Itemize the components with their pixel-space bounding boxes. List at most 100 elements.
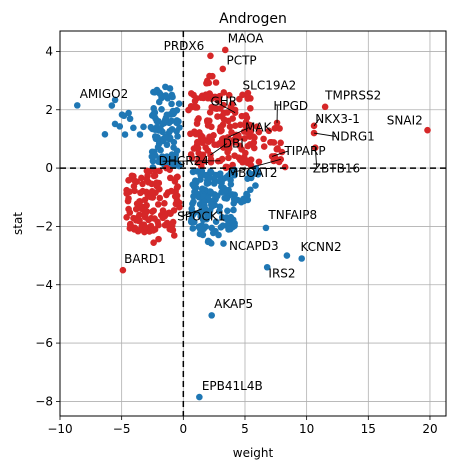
x-tick-label: 20 — [422, 422, 437, 436]
point-label: EPB41L4B — [202, 379, 263, 393]
data-point — [163, 92, 170, 99]
labeled-data-point — [74, 102, 81, 109]
point-label: NDRG1 — [331, 129, 375, 143]
data-point — [145, 217, 152, 224]
data-point — [122, 131, 129, 138]
data-point — [151, 89, 158, 96]
data-point — [200, 232, 207, 239]
data-point — [273, 146, 280, 153]
data-point — [176, 100, 183, 107]
chart-title: Androgen — [219, 11, 287, 27]
data-point — [162, 84, 169, 91]
data-point — [244, 157, 251, 164]
labeled-data-point — [244, 93, 251, 100]
data-point — [213, 79, 220, 86]
data-point — [138, 175, 145, 182]
data-point — [222, 189, 229, 196]
point-label: SPOCK1 — [177, 210, 225, 224]
data-point — [218, 224, 225, 231]
point-label: AMIGO2 — [80, 87, 128, 101]
y-tick-label: −4 — [35, 278, 53, 292]
data-point — [121, 112, 128, 119]
data-point — [150, 227, 157, 234]
data-point — [174, 192, 181, 199]
data-point — [189, 225, 196, 232]
x-tick-label: −10 — [47, 422, 72, 436]
data-point — [149, 189, 156, 196]
data-point — [227, 214, 234, 221]
data-point — [217, 170, 224, 177]
data-point — [123, 187, 130, 194]
labeled-data-point — [222, 47, 229, 54]
data-point — [154, 219, 161, 226]
data-point — [125, 198, 132, 205]
data-point — [168, 101, 175, 108]
data-point — [173, 174, 180, 181]
y-tick-label: −2 — [35, 219, 53, 233]
x-tick-label: −5 — [113, 422, 131, 436]
data-point — [190, 198, 197, 205]
data-point — [217, 124, 224, 131]
data-point — [166, 128, 173, 135]
data-point — [194, 117, 201, 124]
data-point — [170, 108, 177, 115]
data-point — [162, 116, 169, 123]
data-point — [131, 187, 138, 194]
data-point — [155, 201, 162, 208]
point-label: MBOAT2 — [228, 166, 278, 180]
data-point — [209, 73, 216, 80]
data-point — [241, 198, 248, 205]
data-point — [188, 90, 195, 97]
data-point — [277, 139, 284, 146]
data-point — [164, 141, 171, 148]
data-point — [203, 91, 210, 98]
data-point — [174, 183, 181, 190]
data-point — [256, 158, 263, 165]
data-point — [137, 189, 144, 196]
y-tick-label: 2 — [45, 103, 53, 117]
point-label: DHCR24 — [159, 154, 209, 168]
point-label: TMPRSS2 — [324, 89, 381, 103]
data-point — [282, 164, 289, 171]
point-label: SNAI2 — [387, 113, 423, 127]
data-point — [225, 118, 232, 125]
data-point — [162, 134, 169, 141]
data-point — [152, 115, 159, 122]
labeled-data-point — [277, 156, 284, 163]
point-label: HPGD — [273, 99, 308, 113]
data-point — [206, 134, 213, 141]
data-point — [127, 221, 134, 228]
data-point — [161, 200, 168, 207]
data-point — [220, 240, 227, 247]
y-axis-label: stat — [11, 212, 25, 235]
data-point — [157, 147, 164, 154]
data-point — [149, 153, 156, 160]
data-point — [211, 141, 218, 148]
data-point — [137, 227, 144, 234]
labeled-data-point — [196, 394, 203, 401]
data-point — [165, 189, 172, 196]
data-point — [137, 131, 144, 138]
data-point — [252, 182, 259, 189]
point-label: BARD1 — [124, 252, 166, 266]
data-point — [168, 227, 175, 234]
point-label: MAOA — [228, 32, 265, 46]
labeled-data-point — [208, 312, 215, 319]
x-tick-label: 0 — [180, 422, 188, 436]
data-point — [228, 181, 235, 188]
data-point — [268, 139, 275, 146]
data-point — [204, 180, 211, 187]
data-point — [199, 186, 206, 193]
data-point — [221, 195, 228, 202]
y-tick-label: −6 — [35, 336, 53, 350]
data-point — [247, 186, 254, 193]
point-label: IRS2 — [268, 266, 295, 280]
data-point — [191, 189, 198, 196]
labeled-data-point — [284, 252, 291, 259]
data-point — [207, 109, 214, 116]
data-point — [133, 217, 140, 224]
data-point — [148, 124, 155, 131]
data-point — [116, 123, 123, 130]
data-point — [185, 107, 192, 114]
